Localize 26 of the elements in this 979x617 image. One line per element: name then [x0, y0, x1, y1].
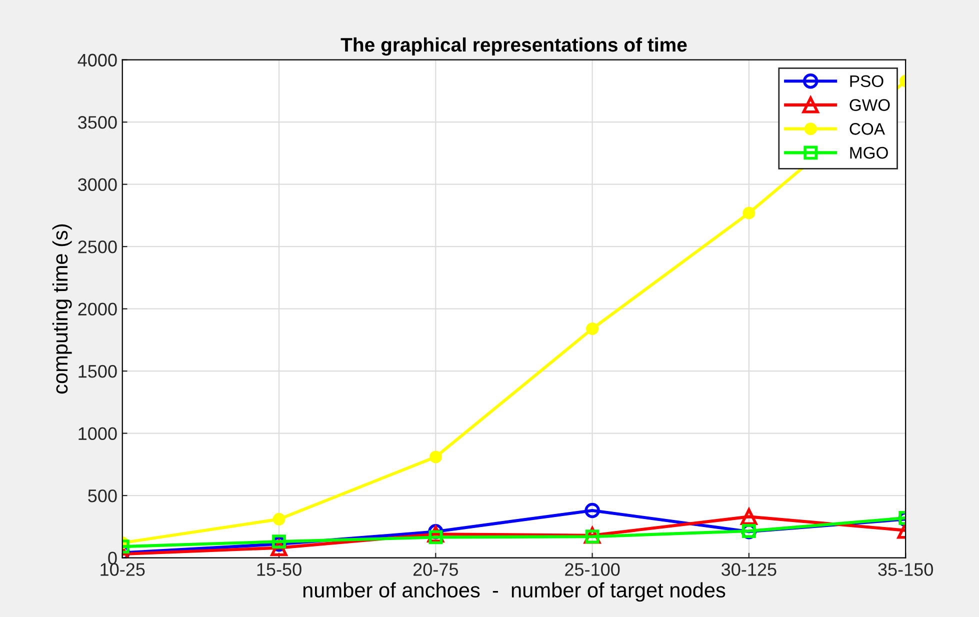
chart-title: The graphical representations of time	[340, 37, 687, 56]
y-tick-label: 1000	[78, 427, 117, 440]
y-tick-label: 2500	[78, 240, 117, 254]
y-tick-label: 500	[88, 489, 117, 502]
x-axis-title: number of anchoes - number of target nodes	[303, 582, 726, 602]
y-tick-label: 3500	[78, 116, 117, 129]
y-tick-label: 3000	[78, 178, 117, 192]
x-tick-label: 10-25	[100, 563, 145, 576]
y-tick-label: 4000	[78, 54, 117, 67]
legend-label: PSO	[850, 75, 884, 88]
y-tick-label: 2000	[78, 302, 117, 316]
point	[429, 450, 442, 464]
x-tick-label: 15-50	[257, 563, 302, 576]
legend-label: MGO	[850, 146, 888, 159]
y-axis-title: computing time (s)	[52, 224, 72, 394]
point	[584, 502, 600, 518]
x-tick-label: 25-100	[565, 563, 620, 576]
legend-label: GWO	[850, 99, 890, 111]
y-tick-label: 1500	[78, 364, 117, 378]
legend-label: COA	[850, 123, 885, 135]
x-tick-label: 30-125	[722, 563, 776, 576]
x-tick-label: 35-150	[878, 563, 933, 576]
y-tick-label: 0	[108, 552, 117, 564]
point	[272, 512, 286, 526]
x-tick-label: 20-75	[413, 563, 458, 576]
point	[586, 322, 599, 335]
